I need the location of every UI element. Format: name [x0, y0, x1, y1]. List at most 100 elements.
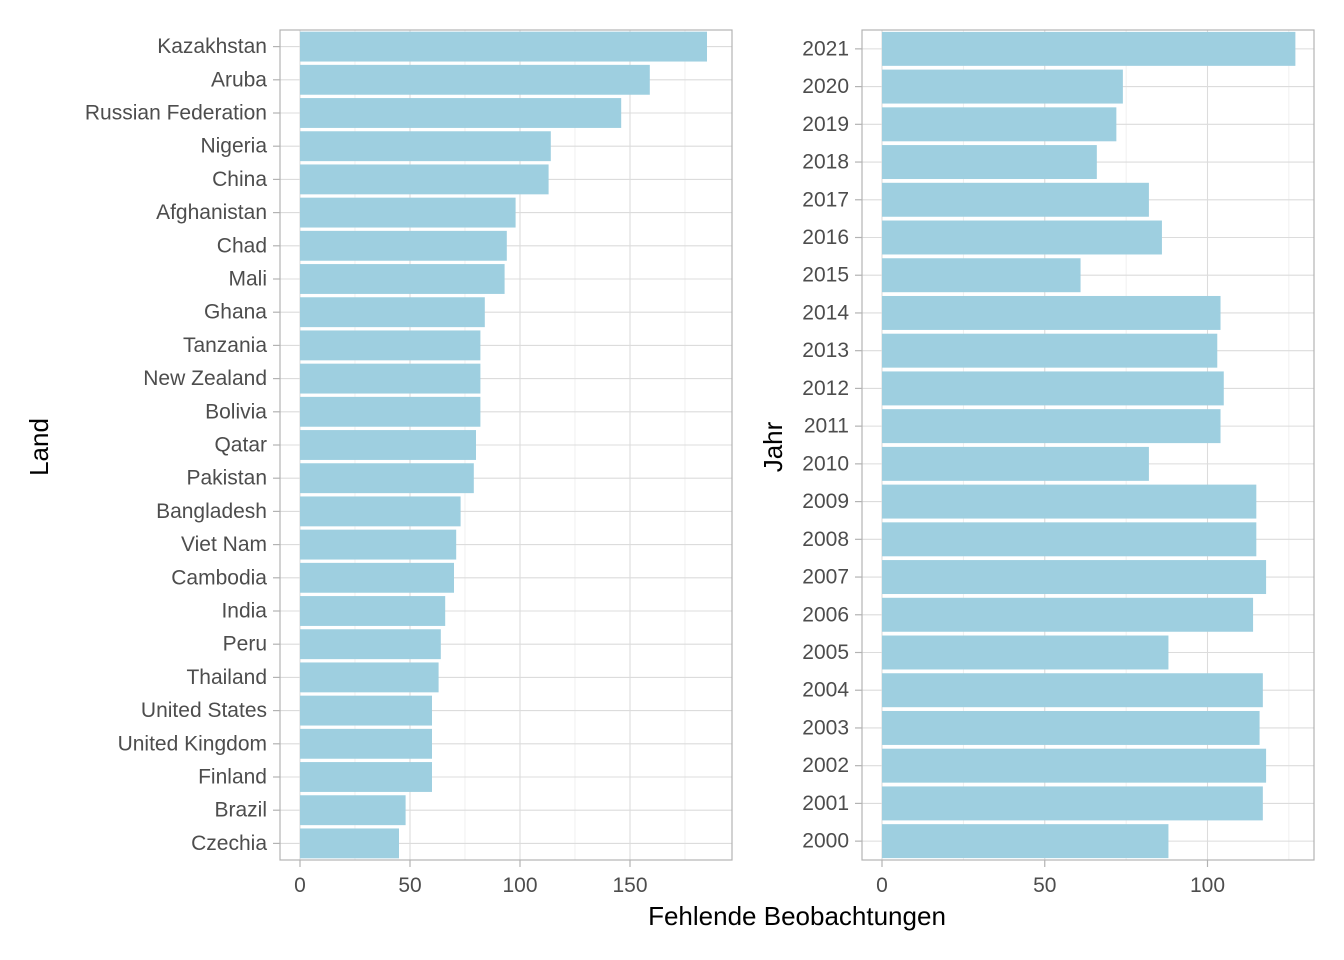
y-tick-label-land-5: Afghanistan	[156, 201, 267, 224]
y-tick-label-land-0: Kazakhstan	[157, 35, 267, 58]
panel-land: Kazakhstan Aruba Russian Federation Nigeria…	[24, 29, 733, 897]
y-tick-label-jahr-21: 2000	[802, 830, 849, 853]
y-tick-label-jahr-11: 2010	[802, 452, 849, 475]
y-axis-title-jahr: Jahr	[758, 421, 788, 472]
y-tick-label-land-19: Thailand	[186, 666, 267, 689]
x-tick-label-land-100: 100	[502, 874, 537, 897]
bar-jahr-2019	[882, 107, 1117, 142]
bar-land-brazil	[300, 795, 406, 826]
y-tick-label-jahr-1: 2020	[802, 75, 849, 98]
y-tick-label-jahr-8: 2013	[802, 339, 849, 362]
y-tick-label-jahr-6: 2015	[802, 264, 849, 287]
y-tick-label-land-6: Chad	[217, 234, 267, 257]
x-tick-label-jahr-50: 50	[1033, 874, 1056, 897]
bar-land-chad	[300, 230, 507, 261]
y-tick-label-land-20: United States	[141, 699, 267, 722]
bars-jahr	[882, 31, 1296, 859]
bar-land-czechia	[300, 828, 399, 859]
y-tick-label-land-18: Peru	[223, 633, 267, 656]
x-tick-label-land-150: 150	[612, 874, 647, 897]
x-tick-label-jahr-0: 0	[876, 874, 888, 897]
y-tick-label-land-9: Tanzania	[183, 334, 267, 357]
tick-labels-land: Kazakhstan Aruba Russian Federation Nigeria…	[85, 35, 648, 897]
bar-land-india	[300, 596, 446, 626]
bar-jahr-2007	[882, 560, 1267, 595]
bar-land-finland	[300, 762, 432, 792]
y-tick-label-jahr-19: 2002	[802, 754, 849, 777]
bar-land-tanzania	[300, 330, 481, 361]
bar-land-nigeria	[300, 131, 551, 162]
y-tick-label-jahr-14: 2007	[802, 566, 849, 589]
bar-jahr-2017	[882, 182, 1149, 217]
bar-land-new-zealand	[300, 363, 481, 394]
bar-jahr-2006	[882, 597, 1254, 632]
y-tick-label-land-15: Viet Nam	[181, 533, 267, 556]
bar-jahr-2004	[882, 673, 1263, 708]
bar-land-afghanistan	[300, 197, 516, 228]
y-tick-label-land-12: Qatar	[214, 434, 267, 457]
y-tick-label-land-14: Bangladesh	[156, 500, 267, 523]
y-tick-label-land-21: United Kingdom	[118, 732, 267, 755]
panel-jahr: 2021 2020 2019 2018 2017 2016 2015 2014 2013 2012…	[758, 29, 1315, 897]
y-tick-label-jahr-5: 2016	[802, 226, 849, 249]
bar-land-ghana	[300, 297, 485, 328]
bar-land-united-states	[300, 695, 432, 726]
bar-jahr-2011	[882, 409, 1221, 444]
bar-jahr-2016	[882, 220, 1162, 255]
y-tick-label-land-24: Czechia	[191, 832, 267, 855]
bar-land-mali	[300, 264, 505, 294]
bar-jahr-2008	[882, 522, 1257, 557]
y-tick-label-jahr-16: 2005	[802, 641, 849, 664]
y-tick-label-jahr-2: 2019	[802, 113, 849, 136]
bar-land-russian-federation	[300, 98, 622, 128]
y-tick-label-jahr-15: 2006	[802, 603, 849, 626]
bar-land-aruba	[300, 64, 650, 95]
bar-jahr-2014	[882, 295, 1221, 330]
y-tick-label-jahr-20: 2001	[802, 792, 849, 815]
y-tick-label-land-23: Brazil	[214, 799, 267, 822]
tick-labels-jahr: 2021 2020 2019 2018 2017 2016 2015 2014 2013 2012…	[802, 37, 1225, 897]
bar-land-cambodia	[300, 562, 454, 593]
bar-jahr-2000	[882, 824, 1169, 859]
bars-land	[300, 31, 707, 859]
bar-jahr-2001	[882, 786, 1263, 821]
bar-jahr-2003	[882, 710, 1260, 745]
bar-jahr-2005	[882, 635, 1169, 670]
x-tick-label-jahr-100: 100	[1190, 874, 1225, 897]
y-tick-label-jahr-4: 2017	[802, 188, 849, 211]
bar-land-peru	[300, 629, 441, 660]
bar-jahr-2015	[882, 258, 1081, 293]
panel-border-jahr	[861, 29, 1315, 861]
y-tick-label-jahr-10: 2011	[804, 415, 849, 438]
bar-land-bangladesh	[300, 496, 461, 527]
y-tick-label-land-2: Russian Federation	[85, 102, 267, 125]
y-tick-label-jahr-0: 2021	[802, 37, 849, 60]
bar-jahr-2012	[882, 371, 1224, 406]
bar-land-qatar	[300, 430, 476, 460]
y-tick-label-jahr-9: 2012	[802, 377, 849, 400]
y-tick-label-land-16: Cambodia	[171, 566, 267, 589]
x-tick-label-land-0: 0	[294, 874, 306, 897]
bar-jahr-2013	[882, 333, 1218, 368]
y-tick-label-jahr-18: 2003	[802, 716, 849, 739]
bar-jahr-2018	[882, 145, 1097, 180]
y-tick-label-jahr-7: 2014	[802, 301, 849, 324]
bar-jahr-2010	[882, 446, 1149, 481]
bar-land-bolivia	[300, 396, 481, 427]
bar-jahr-2021	[882, 31, 1296, 66]
bar-land-thailand	[300, 662, 439, 693]
bar-land-pakistan	[300, 463, 474, 494]
y-tick-label-land-10: New Zealand	[143, 367, 267, 390]
y-tick-label-land-17: India	[221, 600, 267, 623]
y-tick-label-land-7: Mali	[228, 268, 267, 291]
y-axis-title-land: Land	[24, 418, 54, 476]
y-tick-label-jahr-13: 2008	[802, 528, 849, 551]
ticks-land	[273, 45, 631, 867]
y-tick-label-land-11: Bolivia	[205, 400, 267, 423]
x-axis-title: Fehlende Beobachtungen	[648, 901, 946, 931]
y-tick-label-jahr-17: 2004	[802, 679, 849, 702]
y-tick-label-land-8: Ghana	[204, 301, 267, 324]
y-tick-label-land-1: Aruba	[211, 68, 267, 91]
y-tick-label-land-4: China	[212, 168, 267, 191]
